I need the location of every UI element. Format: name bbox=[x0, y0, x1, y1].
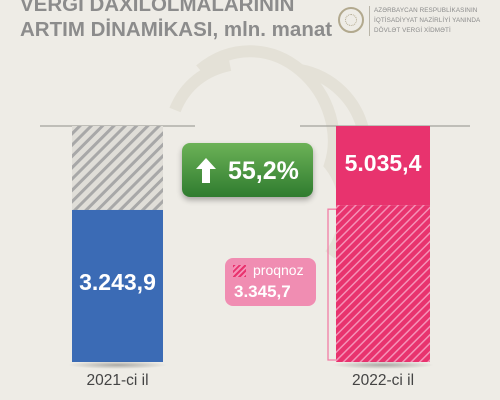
forecast-legend: proqnoz 3.345,7 bbox=[225, 258, 316, 306]
forecast-label: proqnoz bbox=[253, 262, 304, 278]
emblem-icon bbox=[338, 7, 364, 33]
arrow-up-icon bbox=[196, 158, 216, 183]
bar-2021-remainder bbox=[72, 126, 163, 210]
bar-2022-actual bbox=[336, 126, 430, 206]
page-title: VERGİ DAXİLOLMALARININ bbox=[20, 0, 295, 16]
forecast-bracket bbox=[327, 208, 336, 361]
bar-2022-forecast bbox=[336, 205, 430, 362]
page-subtitle: ARTIM DİNAMİKASI, mln. manat bbox=[20, 18, 333, 41]
category-label-2021: 2021-ci il bbox=[86, 372, 149, 389]
growth-badge: 55,2% bbox=[182, 143, 313, 197]
org-name-line1: AZƏRBAYCAN RESPUBLİKASININ bbox=[374, 7, 478, 14]
bar-value-2022: 5.035,4 bbox=[344, 150, 422, 176]
bar-2022-shadow bbox=[332, 361, 434, 369]
org-name-line2: İQTİSADİYYAT NAZİRLİYİ YANINDA bbox=[374, 17, 481, 24]
org-name-line3: DÖVLƏT VERGİ XİDMƏTİ bbox=[374, 27, 451, 34]
bar-value-2021: 3.243,9 bbox=[79, 269, 156, 295]
bars-layer bbox=[40, 125, 470, 369]
org-divider bbox=[369, 6, 370, 36]
growth-value: 55,2% bbox=[228, 157, 299, 185]
forecast-swatch bbox=[233, 265, 246, 277]
bar-2021-shadow bbox=[68, 361, 167, 369]
forecast-value: 3.345,7 bbox=[234, 282, 291, 301]
category-label-2022: 2022-ci il bbox=[351, 372, 415, 389]
bar-2021 bbox=[72, 209, 163, 362]
